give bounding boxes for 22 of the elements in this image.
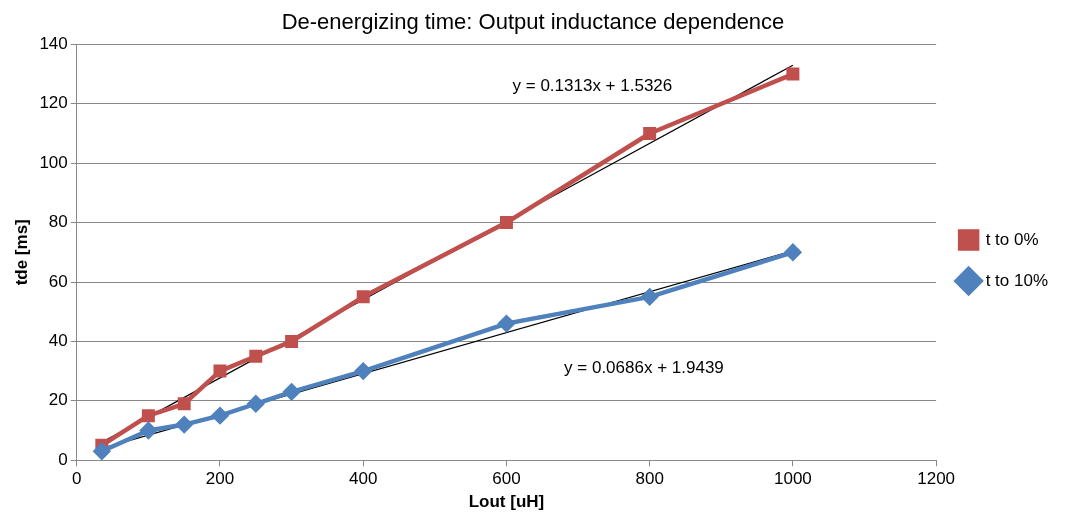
legend-label: t to 10%	[985, 270, 1048, 290]
y-tick-label: 40	[48, 331, 68, 351]
x-tick-label: 200	[205, 469, 235, 489]
x-tick-label: 800	[635, 469, 664, 489]
annotation: y = 0.1313x + 1.5326	[512, 75, 673, 95]
y-tick-label: 0	[58, 449, 68, 469]
x-axis-title: Lout [uH]	[468, 492, 545, 512]
y-tick-label: 100	[39, 152, 68, 172]
y-tick-label: 120	[39, 93, 68, 113]
x-tick-label: 1000	[773, 469, 812, 489]
annotation: y = 0.0686x + 1.9439	[564, 358, 724, 378]
y-tick-label: 140	[39, 34, 68, 54]
y-tick-label: 60	[48, 271, 68, 291]
x-tick-label: 1200	[917, 469, 956, 489]
x-tick-label: 600	[492, 469, 521, 489]
x-tick-label: 400	[349, 469, 378, 489]
legend-label: t to 0%	[985, 229, 1039, 249]
y-axis-title: tde [ms]	[11, 219, 31, 286]
chart-title: De-energizing time: Output inductance dependence	[281, 9, 785, 35]
x-tick-label: 0	[72, 469, 82, 489]
y-tick-label: 80	[48, 212, 68, 232]
y-tick-label: 20	[48, 390, 68, 410]
